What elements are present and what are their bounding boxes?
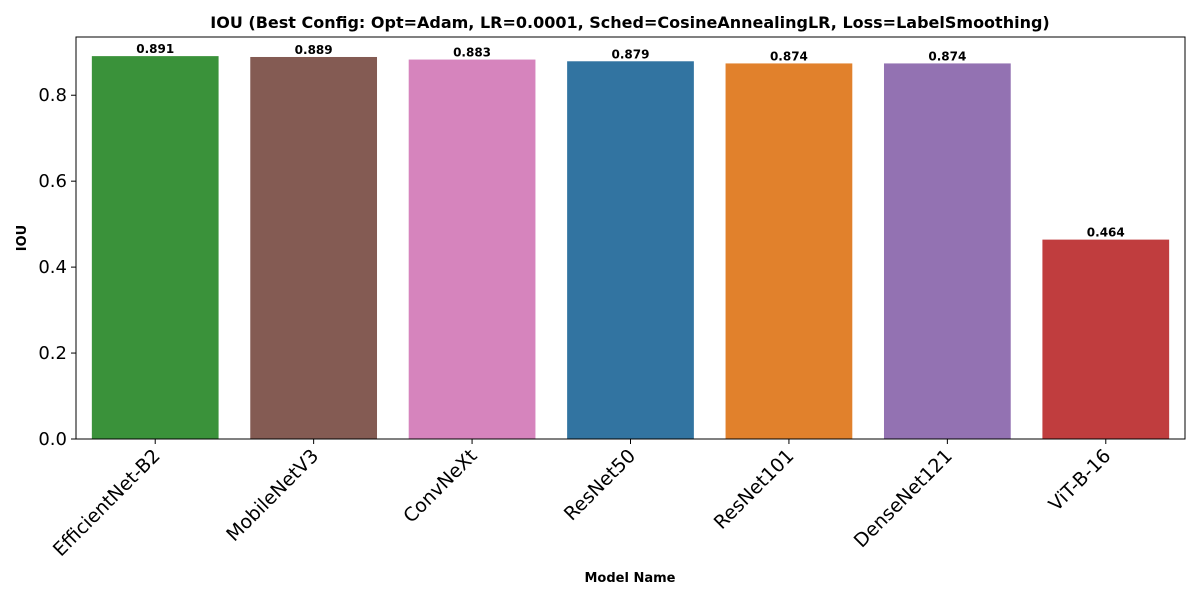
- y-tick-label: 0.8: [38, 85, 67, 106]
- data-label: 0.889: [295, 43, 333, 57]
- data-label: 0.883: [453, 46, 491, 60]
- x-tick-label: ResNet101: [710, 445, 799, 534]
- y-axis-label: IOU: [15, 225, 30, 251]
- y-tick-label: 0.0: [38, 429, 67, 450]
- bar-resnet50: [567, 61, 694, 440]
- x-tick-label: ConvNeXt: [399, 445, 481, 527]
- bar-efficientnet-b2: [91, 56, 219, 439]
- y-tick-label: 0.4: [38, 257, 67, 278]
- bars-group: [91, 56, 1170, 440]
- y-axis: 0.0 0.2 0.4 0.6 0.8: [38, 85, 76, 450]
- bar-resnet101: [725, 63, 853, 439]
- bar-vit-b-16: [1042, 239, 1170, 439]
- data-label: 0.874: [770, 49, 808, 63]
- data-label: 0.874: [928, 49, 966, 63]
- x-tick-label: EfficientNet-B2: [49, 445, 165, 561]
- x-axis: EfficientNet-B2 MobileNetV3 ConvNeXt ResNet…: [49, 439, 1115, 561]
- x-tick-label: MobileNetV3: [222, 445, 323, 546]
- x-tick-label: ViT-B-16: [1045, 445, 1116, 516]
- bar-convnext: [408, 59, 536, 440]
- bar-mobilenetv3: [250, 56, 378, 440]
- chart-title: IOU (Best Config: Opt=Adam, LR=0.0001, S…: [210, 13, 1049, 32]
- data-label: 0.464: [1087, 226, 1125, 240]
- data-label: 0.891: [136, 42, 174, 56]
- data-labels-group: 0.891 0.889 0.883 0.879 0.874 0.874 0.464: [136, 42, 1125, 239]
- plot-frame: [75, 36, 1186, 440]
- y-tick-label: 0.6: [38, 171, 67, 192]
- bar-densenet121: [883, 63, 1011, 439]
- x-tick-label: ResNet50: [560, 445, 640, 525]
- x-tick-label: DenseNet121: [850, 445, 957, 552]
- y-tick-label: 0.2: [38, 343, 67, 364]
- data-label: 0.879: [612, 47, 650, 61]
- x-axis-label: Model Name: [585, 571, 676, 586]
